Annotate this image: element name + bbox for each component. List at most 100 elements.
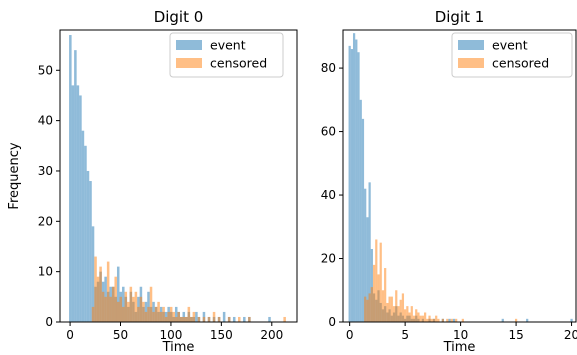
bar-censored — [185, 316, 188, 322]
bar-censored — [381, 290, 385, 322]
axes-frame — [342, 29, 577, 323]
bar-event — [268, 316, 271, 322]
y-tick-label: 20 — [38, 214, 53, 228]
bar-event — [76, 85, 80, 322]
bar-event — [182, 311, 186, 322]
x-tick-label: 200 — [260, 328, 283, 342]
bar-censored — [368, 293, 371, 322]
bar-censored — [109, 296, 112, 322]
bar-event — [348, 45, 351, 323]
bar-event — [122, 286, 125, 322]
bar-censored — [388, 296, 391, 322]
bar-censored — [142, 301, 145, 322]
bar-censored — [124, 291, 128, 322]
bar-censored — [162, 306, 165, 322]
bar-event — [526, 318, 529, 322]
bar-censored — [114, 276, 117, 322]
bar-censored — [132, 296, 135, 322]
bar-censored — [370, 287, 373, 322]
bar-event — [350, 49, 353, 322]
bar-event — [86, 170, 90, 322]
bar-censored — [159, 311, 163, 322]
x-tick-label: 0 — [66, 328, 74, 342]
bar-censored — [192, 311, 196, 322]
bar-censored — [149, 286, 153, 322]
bar-event — [84, 145, 87, 322]
bar-censored — [455, 318, 458, 322]
y-tick-label: 30 — [38, 164, 53, 178]
bar-censored — [164, 316, 168, 322]
bar-censored — [408, 312, 411, 322]
bar-censored — [386, 302, 389, 322]
y-tick-label: 0 — [328, 315, 336, 329]
legend-label-event: event — [210, 38, 246, 53]
bar-event — [361, 118, 365, 323]
legend-swatch-event — [458, 40, 484, 50]
bar-event — [89, 181, 92, 322]
x-tick-label: 50 — [113, 328, 128, 342]
y-tick-label: 20 — [321, 252, 336, 266]
bar-censored — [430, 318, 433, 322]
bar-event — [164, 311, 168, 322]
bar-censored — [217, 316, 221, 322]
bar-censored — [197, 316, 201, 322]
bar-event — [202, 311, 206, 322]
bar-censored — [157, 301, 160, 322]
bar-event — [370, 249, 373, 322]
bar-censored — [441, 318, 444, 322]
bar-event — [69, 35, 72, 322]
legend-label-event: event — [492, 38, 528, 53]
bar-censored — [91, 306, 95, 322]
bar-censored — [139, 296, 143, 322]
bar-censored — [406, 306, 409, 322]
bar-censored — [437, 318, 440, 322]
bar-censored — [227, 316, 231, 322]
bar-censored — [419, 315, 422, 322]
bar-censored — [397, 306, 400, 322]
y-axis-label: Frequency — [7, 142, 22, 209]
bar-censored — [129, 286, 133, 322]
bar-censored — [101, 291, 105, 322]
bar-censored — [461, 318, 464, 322]
x-axis-label: Time — [162, 340, 195, 355]
bar-censored — [401, 293, 405, 322]
bar-censored — [446, 318, 449, 322]
bar-censored — [392, 306, 396, 322]
bar-censored — [435, 315, 438, 322]
bar-censored — [134, 291, 138, 322]
bar-event — [174, 306, 178, 322]
bar-censored — [432, 318, 436, 322]
bar-event — [71, 85, 75, 322]
bar-censored — [412, 315, 416, 322]
y-tick-label: 40 — [38, 114, 53, 128]
bar-censored — [106, 261, 110, 322]
bar-censored — [514, 318, 518, 322]
bar-censored — [426, 318, 429, 322]
bar-event — [501, 318, 504, 322]
bar-censored — [379, 242, 382, 322]
bar-censored — [366, 299, 369, 322]
legend: event censored — [169, 32, 284, 78]
x-tick-label: 20 — [564, 328, 577, 342]
bar-event — [232, 316, 236, 322]
axes-frame — [59, 29, 298, 323]
bar-censored — [187, 306, 191, 322]
bar-event — [79, 95, 82, 322]
subplot-digit-0: 0 50 100 150 200 0 10 20 30 40 50 Digit 0 Time Freque… — [7, 8, 298, 355]
x-tick-label: 15 — [508, 328, 523, 342]
bar-event — [81, 130, 85, 322]
y-tick-label: 10 — [38, 265, 53, 279]
bar-event — [91, 226, 95, 322]
bar-censored — [399, 299, 402, 322]
bar-censored — [111, 286, 115, 322]
bar-censored — [99, 266, 102, 322]
bar-censored — [415, 309, 418, 322]
bar-censored — [424, 312, 427, 322]
legend-label-censored: censored — [210, 56, 267, 71]
bar-censored — [450, 318, 453, 322]
bar-censored — [174, 316, 178, 322]
bar-censored — [96, 276, 100, 322]
bar-censored — [104, 296, 107, 322]
legend-label-censored: censored — [492, 56, 549, 71]
bar-event — [366, 217, 369, 322]
